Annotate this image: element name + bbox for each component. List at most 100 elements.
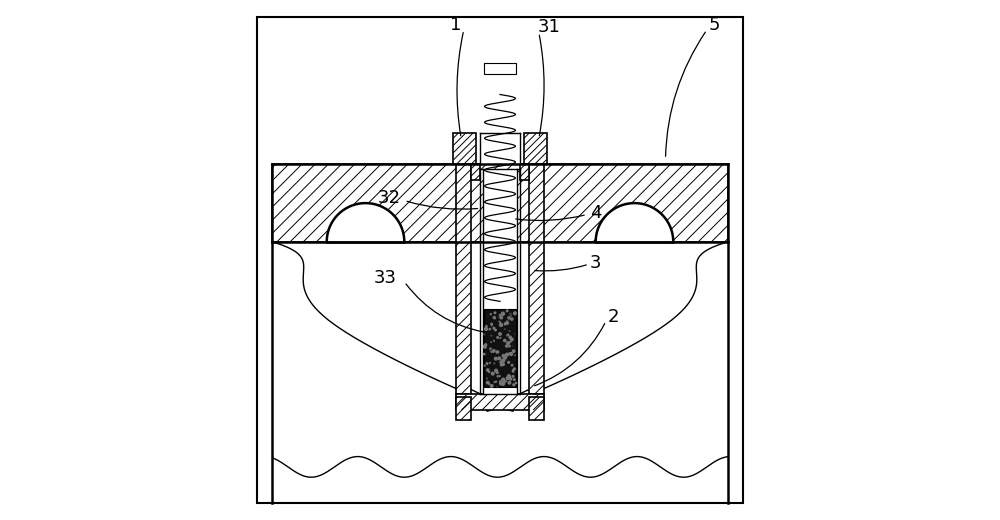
Circle shape xyxy=(484,345,486,347)
Circle shape xyxy=(495,369,498,372)
Bar xyxy=(456,397,471,420)
Circle shape xyxy=(497,372,498,373)
Circle shape xyxy=(505,381,506,382)
Bar xyxy=(272,164,728,242)
Bar xyxy=(529,397,544,420)
Circle shape xyxy=(504,340,506,342)
Circle shape xyxy=(500,323,503,327)
Circle shape xyxy=(510,353,513,356)
Circle shape xyxy=(500,382,502,385)
Bar xyxy=(456,164,471,395)
Circle shape xyxy=(497,376,498,377)
Circle shape xyxy=(496,351,498,353)
Circle shape xyxy=(492,351,493,352)
Circle shape xyxy=(493,349,495,352)
Circle shape xyxy=(511,318,513,320)
Circle shape xyxy=(501,382,505,385)
Circle shape xyxy=(500,361,502,363)
Circle shape xyxy=(487,369,489,371)
Circle shape xyxy=(509,345,510,347)
Circle shape xyxy=(512,375,514,377)
Circle shape xyxy=(507,334,509,335)
Circle shape xyxy=(507,342,510,345)
Circle shape xyxy=(504,357,506,359)
Circle shape xyxy=(493,317,495,319)
Circle shape xyxy=(499,375,500,376)
Circle shape xyxy=(504,323,506,325)
Circle shape xyxy=(506,345,508,347)
Circle shape xyxy=(500,363,503,366)
Circle shape xyxy=(504,357,506,359)
Circle shape xyxy=(509,336,511,339)
Text: 5: 5 xyxy=(709,16,720,34)
Text: 3: 3 xyxy=(590,254,601,271)
Circle shape xyxy=(512,370,514,371)
Circle shape xyxy=(497,336,498,339)
Circle shape xyxy=(486,326,487,327)
Bar xyxy=(484,309,516,387)
Circle shape xyxy=(510,378,512,380)
Bar xyxy=(480,133,520,164)
Circle shape xyxy=(514,312,516,315)
Circle shape xyxy=(494,357,497,360)
Circle shape xyxy=(512,350,515,353)
Circle shape xyxy=(501,312,504,315)
Circle shape xyxy=(484,346,486,348)
Circle shape xyxy=(513,384,515,386)
Circle shape xyxy=(499,333,501,335)
Circle shape xyxy=(494,312,496,314)
Circle shape xyxy=(502,378,504,381)
Circle shape xyxy=(510,378,511,379)
Circle shape xyxy=(495,329,496,331)
Circle shape xyxy=(491,372,494,375)
Bar xyxy=(520,164,529,180)
Circle shape xyxy=(515,382,517,384)
Bar xyxy=(471,164,480,180)
Circle shape xyxy=(502,355,505,357)
Bar xyxy=(456,395,544,410)
Circle shape xyxy=(506,310,508,311)
Circle shape xyxy=(489,371,490,372)
Circle shape xyxy=(505,381,506,382)
Circle shape xyxy=(510,338,513,341)
Circle shape xyxy=(512,371,514,372)
Text: 32: 32 xyxy=(377,189,400,207)
Text: 4: 4 xyxy=(590,204,601,223)
Circle shape xyxy=(514,368,515,370)
Circle shape xyxy=(498,357,501,360)
Text: 31: 31 xyxy=(538,18,561,36)
Circle shape xyxy=(506,322,508,324)
Circle shape xyxy=(490,348,491,349)
Circle shape xyxy=(493,328,495,329)
Bar xyxy=(524,133,547,164)
Polygon shape xyxy=(596,203,673,242)
Circle shape xyxy=(486,363,488,365)
Circle shape xyxy=(511,365,513,366)
Circle shape xyxy=(490,385,493,387)
Circle shape xyxy=(502,359,505,362)
Bar xyxy=(529,164,544,395)
Circle shape xyxy=(515,312,516,313)
Bar xyxy=(483,170,517,395)
Circle shape xyxy=(502,363,504,366)
Circle shape xyxy=(499,315,501,316)
Circle shape xyxy=(507,375,510,378)
Circle shape xyxy=(506,377,509,380)
Circle shape xyxy=(509,353,511,355)
Circle shape xyxy=(508,381,511,384)
Text: 1: 1 xyxy=(450,16,462,34)
Circle shape xyxy=(508,317,510,319)
Circle shape xyxy=(483,354,485,355)
Circle shape xyxy=(491,323,492,325)
Circle shape xyxy=(514,379,515,381)
Circle shape xyxy=(484,328,487,330)
Circle shape xyxy=(508,361,510,363)
Polygon shape xyxy=(327,203,404,242)
Bar xyxy=(484,63,516,74)
Circle shape xyxy=(500,316,503,319)
Bar xyxy=(453,133,476,164)
Text: 33: 33 xyxy=(374,269,397,287)
Circle shape xyxy=(505,322,507,324)
Text: 2: 2 xyxy=(608,308,620,326)
Circle shape xyxy=(489,329,490,330)
